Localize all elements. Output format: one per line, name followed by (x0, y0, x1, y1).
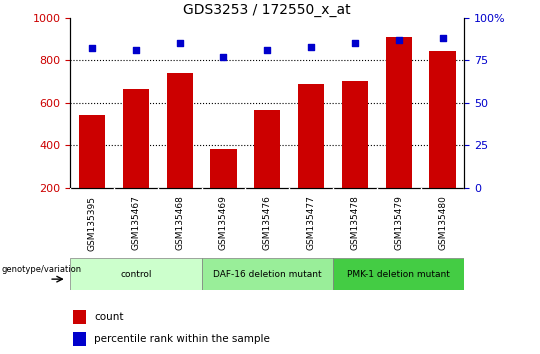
Text: GSM135395: GSM135395 (87, 195, 97, 251)
Bar (298, 84, 324, 188)
Point (132, 47, 140, 53)
Text: GSM135468: GSM135468 (175, 195, 184, 251)
Text: PMK-1 deletion mutant: PMK-1 deletion mutant (347, 270, 450, 279)
Point (350, 40, 359, 46)
Bar (254, 110, 280, 188)
Bar (79, 115, 105, 188)
Bar (166, 73, 193, 188)
Text: DAF-16 deletion mutant: DAF-16 deletion mutant (213, 270, 322, 279)
Point (88, 45, 97, 51)
Point (263, 47, 272, 53)
Bar (70, 258, 201, 290)
Text: GSM135469: GSM135469 (219, 195, 228, 251)
Point (176, 40, 184, 46)
Point (438, 35, 447, 41)
Point (307, 44, 315, 50)
Text: genotype/variation: genotype/variation (2, 265, 82, 274)
Bar (73, 310, 86, 324)
Text: GSM135480: GSM135480 (438, 195, 447, 251)
Bar (429, 51, 456, 188)
Text: control: control (120, 270, 152, 279)
Bar (201, 258, 333, 290)
Title: GDS3253 / 172550_x_at: GDS3253 / 172550_x_at (184, 3, 351, 17)
Text: GSM135479: GSM135479 (394, 195, 403, 251)
Bar (342, 81, 368, 188)
Text: percentile rank within the sample: percentile rank within the sample (94, 334, 271, 344)
Bar (211, 149, 237, 188)
Text: GSM135476: GSM135476 (263, 195, 272, 251)
Bar (73, 332, 86, 346)
Text: GSM135477: GSM135477 (307, 195, 315, 251)
Text: GSM135467: GSM135467 (131, 195, 140, 251)
Bar (333, 258, 464, 290)
Text: GSM135478: GSM135478 (350, 195, 360, 251)
Point (219, 54, 228, 59)
Point (394, 37, 403, 42)
Bar (386, 37, 412, 188)
Bar (123, 89, 149, 188)
Text: count: count (94, 312, 124, 322)
